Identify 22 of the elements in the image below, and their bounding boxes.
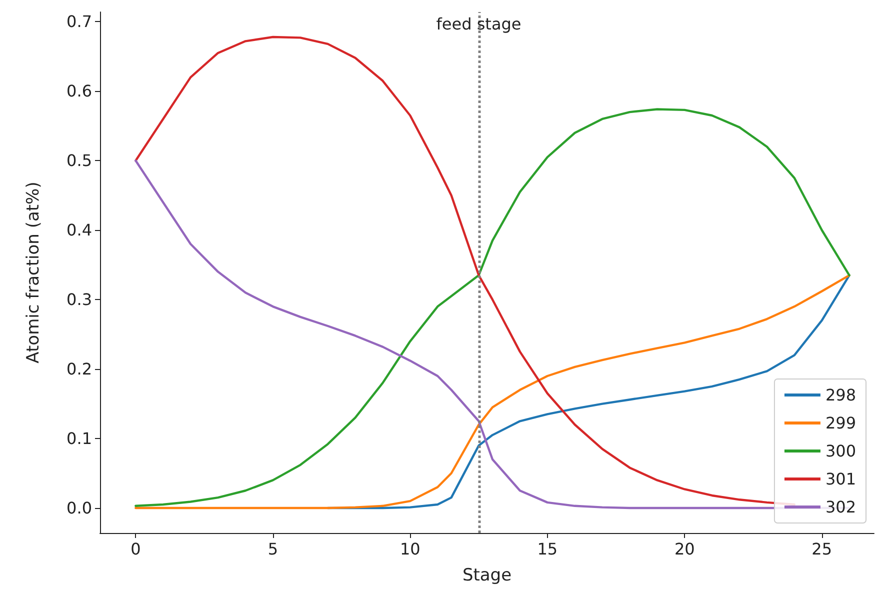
y-tick-label: 0.2 [66,360,92,379]
y-tick-label: 0.3 [66,290,92,310]
legend-label: 300 [825,442,856,460]
legend-label: 302 [825,498,856,516]
x-tick-label: 10 [400,540,420,558]
y-tick-label: 0.5 [66,151,92,170]
x-tick-label: 25 [812,540,832,558]
y-tick-label: 0.0 [66,498,92,518]
ref-line-label: feed stage [436,14,522,34]
x-tick-label: 20 [674,540,695,558]
legend-label: 298 [825,386,856,404]
legend-label: 301 [825,470,856,488]
y-axis-title: Atomic fraction (at%) [24,182,44,364]
legend-label: 299 [825,414,856,432]
x-axis-title: Stage [462,566,512,586]
y-tick-label: 0.6 [66,82,92,101]
y-tick-label: 0.7 [66,12,92,32]
x-tick-label: 0 [130,540,141,558]
x-tick-label: 15 [537,540,558,558]
y-tick-label: 0.1 [66,429,92,448]
x-tick-label: 5 [268,540,278,558]
y-tick-label: 0.4 [66,220,92,240]
